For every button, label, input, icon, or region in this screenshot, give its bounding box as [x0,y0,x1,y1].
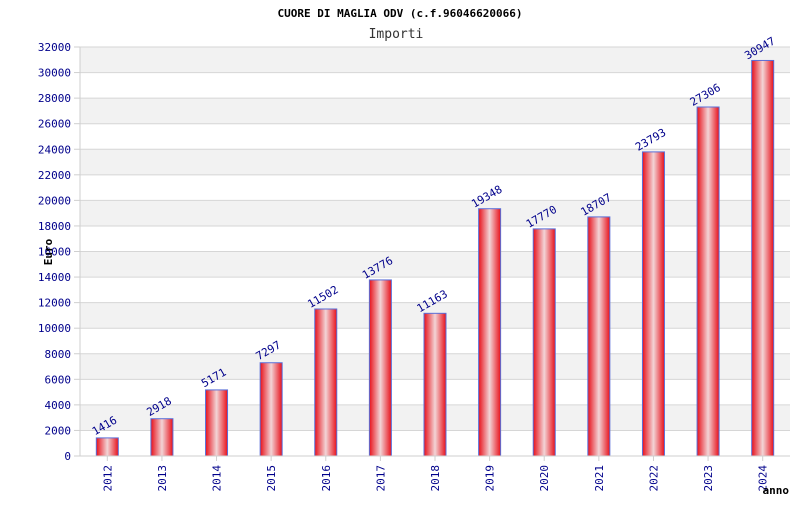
background-band [80,149,790,175]
x-tick-labels: 2012 2013 2014 2015 2016 2017 2018 2019 2020 2021… [101,465,769,492]
y-tick-label: 12000 [38,297,71,310]
y-tick-label: 28000 [38,92,71,105]
bar [205,389,229,457]
x-tick-label: 2016 [320,465,333,492]
y-tick-labels: 0 2000 4000 6000 8000 10000 12000 14000 16000 180… [38,41,71,463]
background-band [80,200,790,226]
y-tick-label: 4000 [45,399,72,412]
y-tick-label: 10000 [38,322,71,335]
y-tick-label: 8000 [45,348,72,361]
y-tick-label: 16000 [38,246,71,259]
x-axis-label: anno [763,484,790,497]
bar [314,308,338,457]
x-tick-label: 2021 [593,465,606,492]
y-tick-label: 32000 [38,41,71,54]
x-tick-label: 2023 [702,465,715,492]
bar [423,312,447,457]
background-band [80,98,790,124]
bar [532,228,556,457]
y-tick-label: 24000 [38,143,71,156]
x-tick-label: 2020 [538,465,551,492]
bar [150,418,174,457]
bars [95,59,775,457]
x-tick-label: 2014 [211,465,224,492]
chart-subtitle: Importi [369,27,424,42]
y-tick-label: 20000 [38,194,71,207]
bar [368,279,392,457]
bar [478,208,502,457]
x-tick-label: 2018 [429,465,442,492]
bar [696,106,720,457]
y-tick-label: 0 [64,450,71,463]
x-tick-label: 2019 [484,465,497,492]
chart-title: CUORE DI MAGLIA ODV (c.f.96046620066) [277,7,522,20]
y-tick-label: 18000 [38,220,71,233]
y-tick-label: 22000 [38,169,71,182]
y-axis-label: Euro [42,238,55,265]
x-tick-label: 2013 [156,465,169,492]
y-tick-label: 14000 [38,271,71,284]
bar [641,151,665,457]
y-tick-label: 26000 [38,118,71,131]
bar [259,362,283,457]
y-tick-label: 6000 [45,373,72,386]
y-tick-label: 2000 [45,424,72,437]
bar [587,216,611,457]
axes [74,46,790,461]
bar [95,437,119,457]
x-tick-label: 2012 [101,465,114,492]
bar [751,59,775,457]
x-tick-label: 2017 [374,465,387,492]
x-tick-label: 2022 [647,465,660,492]
background-bands [80,47,790,431]
y-tick-label: 30000 [38,67,71,80]
background-band [80,47,790,73]
x-tick-label: 2015 [265,465,278,492]
background-band [80,251,790,278]
x-tick-label: 2024 [757,465,770,492]
